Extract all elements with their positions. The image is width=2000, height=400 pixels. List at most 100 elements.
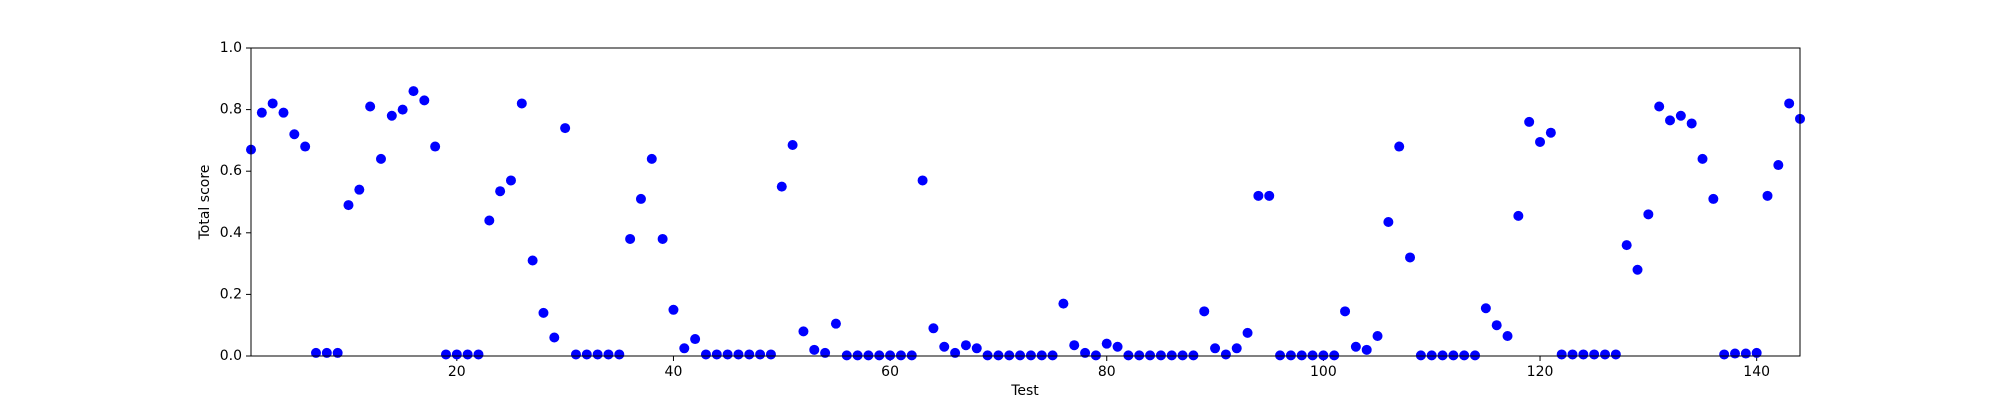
y-tick-label: 0.4 [220, 225, 242, 241]
point [1285, 350, 1296, 361]
point [484, 215, 495, 226]
point [1188, 350, 1199, 361]
point [657, 233, 668, 244]
point [939, 341, 950, 352]
point [419, 95, 430, 106]
point [549, 332, 560, 343]
point [300, 141, 311, 152]
point [538, 307, 549, 318]
point [960, 340, 971, 351]
point [495, 186, 506, 197]
point [1177, 350, 1188, 361]
point [1036, 350, 1047, 361]
point [1080, 347, 1091, 358]
point [1621, 240, 1632, 251]
point [1480, 303, 1491, 314]
point [1058, 298, 1069, 309]
point [1535, 136, 1546, 147]
point [365, 101, 376, 112]
point [820, 347, 831, 358]
point [1166, 350, 1177, 361]
point [581, 349, 592, 360]
point [874, 350, 885, 361]
point [1047, 350, 1058, 361]
point [1383, 217, 1394, 228]
point [971, 343, 982, 354]
point [700, 349, 711, 360]
point [787, 140, 798, 151]
point [1545, 127, 1556, 138]
point [1459, 350, 1470, 361]
point [1318, 350, 1329, 361]
point [1275, 350, 1286, 361]
point [1394, 141, 1405, 152]
point [1578, 349, 1589, 360]
point [950, 347, 961, 358]
point [1340, 306, 1351, 317]
point [1199, 306, 1210, 317]
point [928, 323, 939, 334]
y-tick-label: 0.6 [220, 163, 242, 179]
point [722, 349, 733, 360]
point [1361, 344, 1372, 355]
point [1264, 190, 1275, 201]
point [993, 350, 1004, 361]
point [516, 98, 527, 109]
point [1015, 350, 1026, 361]
point [1556, 349, 1567, 360]
point [1134, 350, 1145, 361]
y-tick-label: 0.8 [220, 102, 242, 118]
point [527, 255, 538, 266]
point [1610, 349, 1621, 360]
point [386, 110, 397, 121]
point [1773, 160, 1784, 171]
y-axis-label: Total score [197, 165, 213, 241]
point [765, 349, 776, 360]
point [1502, 330, 1513, 341]
point [1004, 350, 1015, 361]
point [1470, 350, 1481, 361]
point [1329, 350, 1340, 361]
point [1231, 343, 1242, 354]
point [354, 184, 365, 195]
point [1025, 350, 1036, 361]
point [690, 334, 701, 345]
point [1513, 210, 1524, 221]
point [679, 343, 690, 354]
point [755, 349, 766, 360]
point [267, 98, 278, 109]
point [830, 318, 841, 329]
x-tick-label: 40 [665, 364, 683, 380]
point [256, 107, 267, 118]
point [397, 104, 408, 115]
point [603, 349, 614, 360]
x-tick-label: 60 [881, 364, 899, 380]
point [1784, 98, 1795, 109]
point [1675, 110, 1686, 121]
point [711, 349, 722, 360]
point [560, 123, 571, 134]
x-tick-label: 20 [448, 364, 466, 380]
point [440, 349, 451, 360]
point [1307, 350, 1318, 361]
y-tick-label: 0.2 [220, 286, 242, 302]
point [635, 193, 646, 204]
point [1600, 349, 1611, 360]
point [1567, 349, 1578, 360]
point [1730, 348, 1741, 359]
point [1426, 350, 1437, 361]
point [1491, 320, 1502, 331]
point [841, 350, 852, 361]
point [1740, 348, 1751, 359]
point [592, 349, 603, 360]
x-tick-label: 140 [1743, 364, 1770, 380]
point [809, 344, 820, 355]
point [1437, 350, 1448, 361]
x-tick-label: 80 [1098, 364, 1116, 380]
point [1415, 350, 1426, 361]
point [1708, 193, 1719, 204]
x-axis-label: Test [1010, 383, 1039, 399]
point [375, 153, 386, 164]
point [1220, 349, 1231, 360]
